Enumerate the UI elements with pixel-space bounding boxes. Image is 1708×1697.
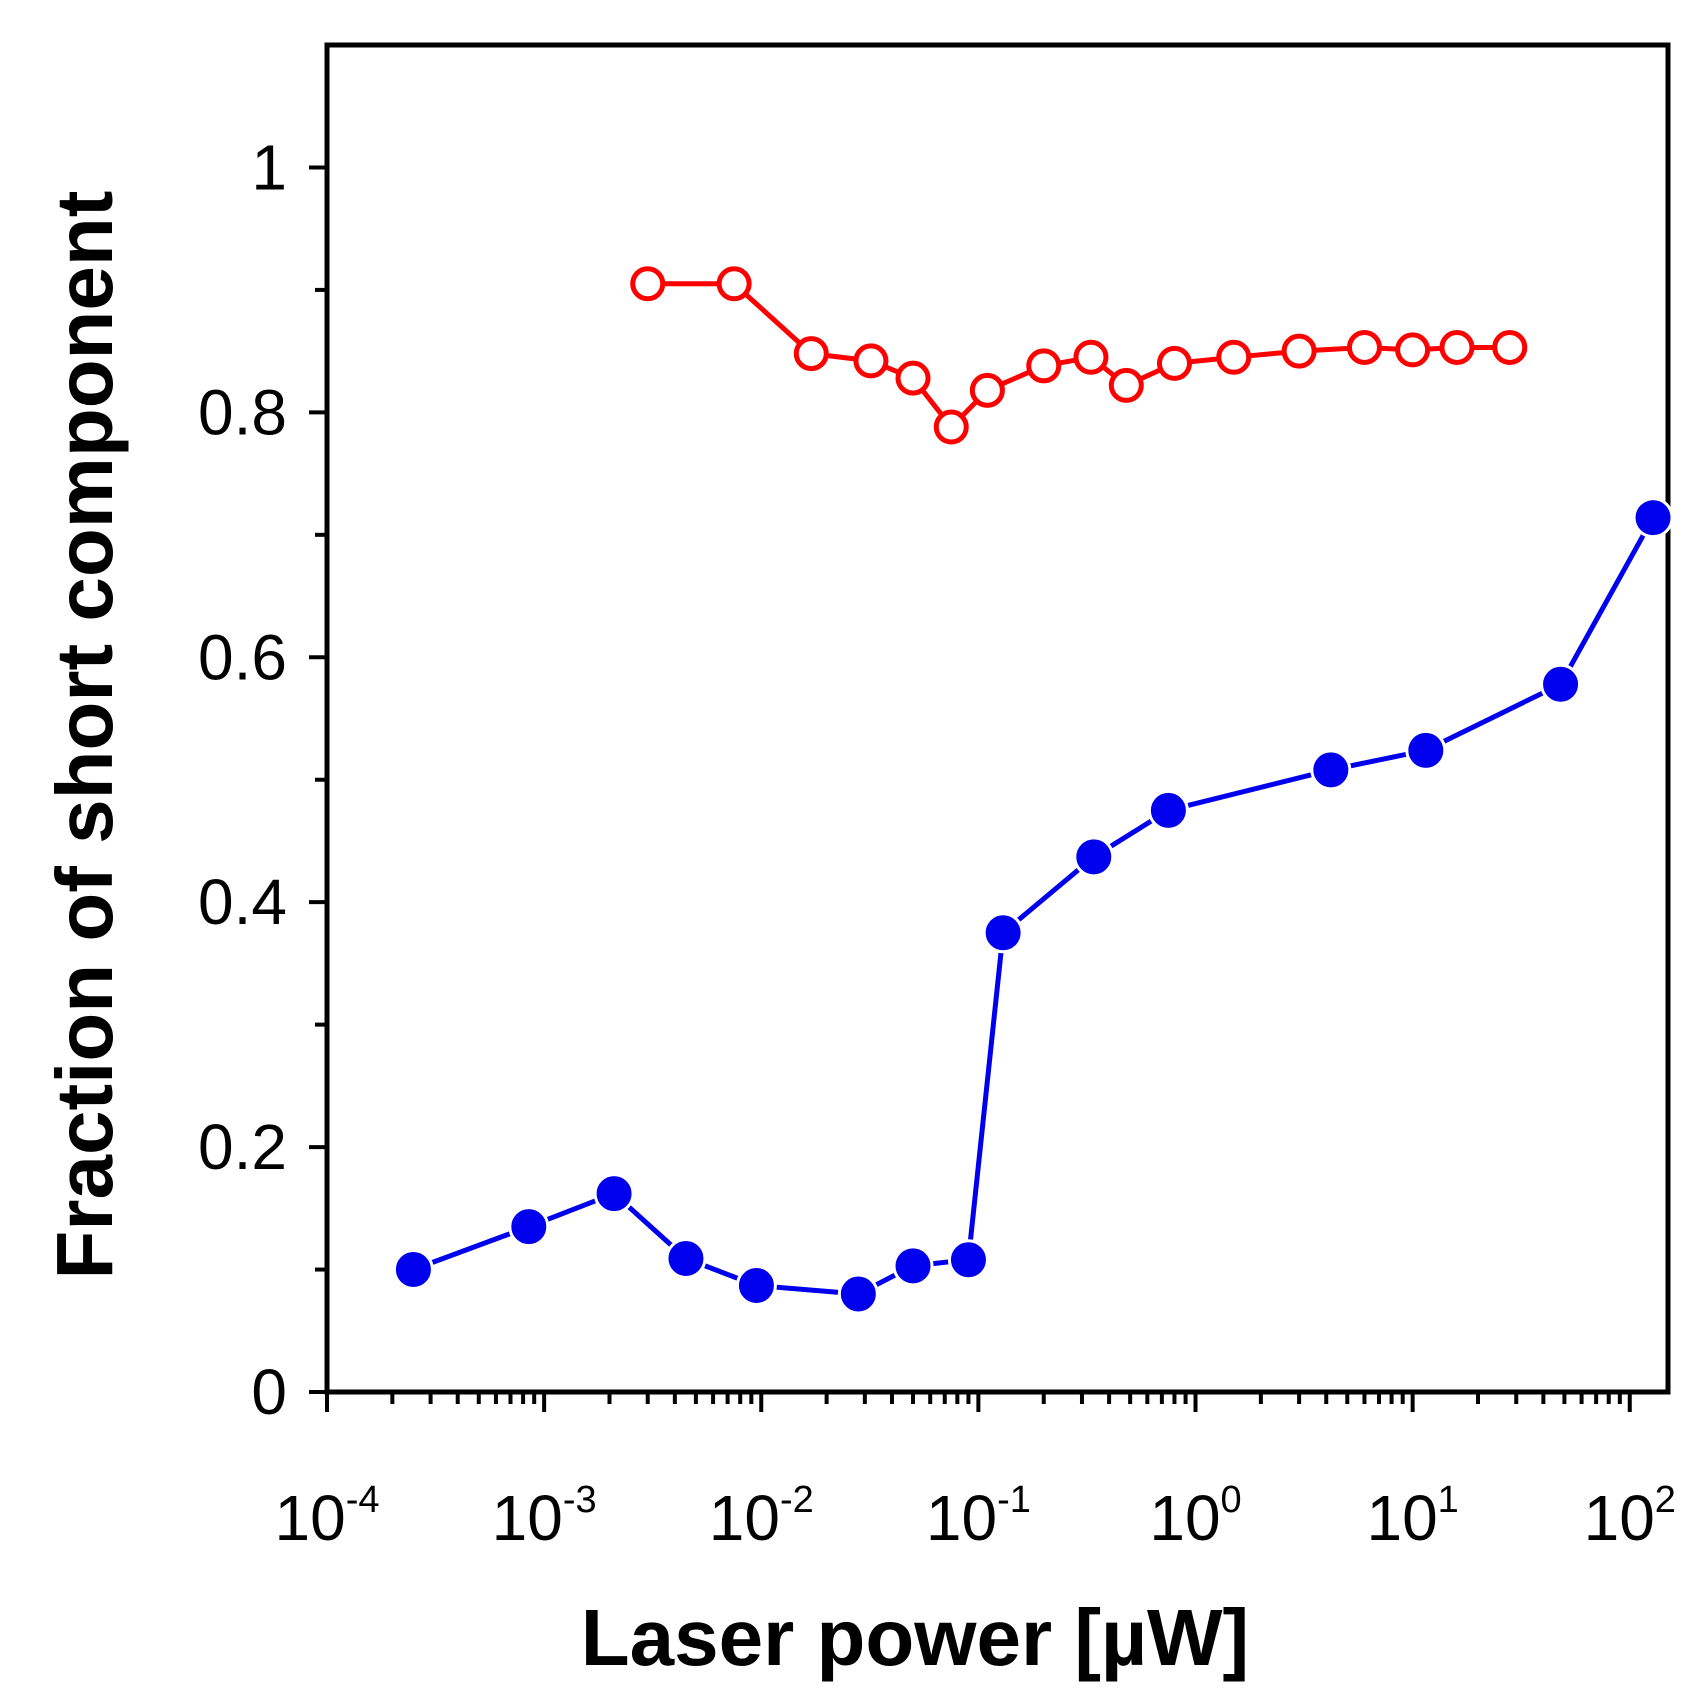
x-tick-exponent: -4 [346, 1479, 380, 1521]
y-axis-title: Fraction of short component [40, 191, 129, 1280]
x-tick-base: 10 [1149, 1482, 1220, 1554]
x-tick-exponent: 0 [1221, 1479, 1242, 1521]
x-tick-label: 10-1 [926, 1479, 1031, 1554]
plot-frame [324, 42, 1671, 1395]
x-tick-base: 10 [1366, 1482, 1437, 1554]
x-axis-title: Laser power [µW] [581, 1593, 1249, 1682]
data-point [892, 1245, 934, 1287]
data-point [1147, 789, 1189, 831]
data-point [895, 360, 931, 396]
series-blue-filled-circles [392, 497, 1674, 1315]
x-tick-label: 10-3 [492, 1479, 597, 1554]
data-point [1405, 729, 1447, 771]
x-tick-base: 10 [275, 1482, 346, 1554]
data-point [1073, 339, 1109, 375]
data-point [1026, 348, 1062, 384]
data-point [1540, 663, 1582, 705]
y-tick-label: 0 [251, 1356, 287, 1428]
data-point [1632, 497, 1674, 539]
data-point [947, 1239, 989, 1281]
y-tick-label: 0.8 [198, 376, 287, 448]
data-point [1492, 329, 1528, 365]
data-point [1395, 332, 1431, 368]
data-point [969, 372, 1005, 408]
data-point [837, 1273, 879, 1315]
x-tick-base: 10 [492, 1482, 563, 1554]
data-point [1439, 329, 1475, 365]
x-tick-exponent: 1 [1438, 1479, 1459, 1521]
x-tick-base: 10 [926, 1482, 997, 1554]
data-point [716, 266, 752, 302]
data-point [630, 266, 666, 302]
y-tick-label: 0.2 [198, 1111, 287, 1183]
data-point [1073, 836, 1115, 878]
data-point [508, 1206, 550, 1248]
x-tick-exponent: -1 [997, 1479, 1031, 1521]
x-tick-base: 10 [709, 1482, 780, 1554]
data-point [853, 343, 889, 379]
axes-frame [324, 42, 1671, 1395]
y-tick-label: 0.4 [198, 866, 287, 938]
data-point [392, 1249, 434, 1291]
x-tick-label: 100 [1149, 1479, 1241, 1554]
x-tick-exponent: -2 [780, 1479, 814, 1521]
x-tick-base: 10 [1584, 1482, 1655, 1554]
data-point [1346, 329, 1382, 365]
x-tick-exponent: -3 [563, 1479, 597, 1521]
data-point [593, 1173, 635, 1215]
series-red-open-circles [630, 266, 1528, 445]
x-tick-label: 10-4 [275, 1479, 380, 1554]
data-point [665, 1238, 707, 1280]
y-tick-label: 0.6 [198, 621, 287, 693]
series-layer [392, 266, 1674, 1315]
data-point [735, 1264, 777, 1306]
x-tick-label: 101 [1366, 1479, 1458, 1554]
series-line-blue-filled-circles [412, 516, 1656, 1297]
data-point [933, 409, 969, 445]
data-point [1216, 339, 1252, 375]
x-tick-label: 10-2 [709, 1479, 814, 1554]
y-tick-label: 1 [251, 131, 287, 203]
data-point [1310, 749, 1352, 791]
data-point [793, 336, 829, 372]
x-tick-label: 102 [1584, 1479, 1676, 1554]
x-tick-exponent: 2 [1655, 1479, 1676, 1521]
data-point [982, 912, 1024, 954]
data-point [1281, 333, 1317, 369]
data-point [1108, 367, 1144, 403]
data-point [1156, 345, 1192, 381]
